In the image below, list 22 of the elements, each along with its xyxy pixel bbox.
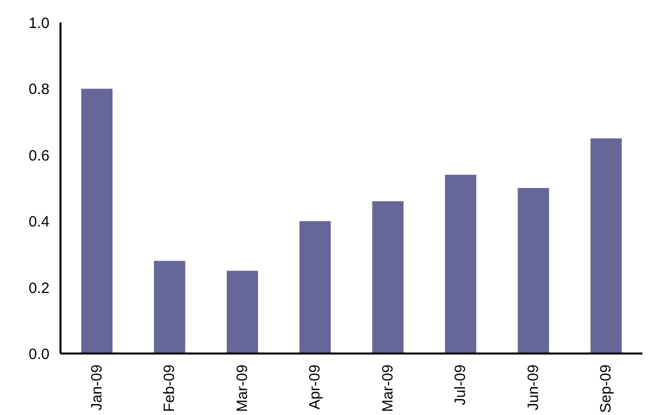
x-tick-label: Mar-09 — [379, 364, 396, 412]
y-tick-label: 1.0 — [28, 15, 50, 32]
y-tick-label: 0.8 — [28, 81, 50, 98]
y-tick-label: 0.4 — [28, 214, 50, 231]
bar — [372, 201, 404, 354]
y-tick-label: 0.2 — [28, 280, 50, 297]
bar — [299, 221, 331, 354]
y-tick-label: 0.0 — [28, 346, 50, 363]
x-tick-label: Jan-09 — [88, 364, 106, 410]
bar — [154, 260, 186, 354]
x-tick-label: Mar-09 — [234, 364, 251, 412]
bar — [590, 138, 622, 354]
bar — [226, 270, 258, 354]
bar — [444, 174, 476, 354]
bar — [518, 188, 550, 354]
x-tick-label: Jun-09 — [524, 364, 542, 410]
y-tick-label: 0.6 — [28, 147, 50, 164]
x-tick-label: Apr-09 — [306, 364, 324, 410]
x-tick-label: Sep-09 — [598, 364, 615, 413]
bar — [81, 88, 113, 354]
x-tick-label: Jul-09 — [452, 364, 470, 406]
x-tick-label: Feb-09 — [161, 364, 178, 412]
